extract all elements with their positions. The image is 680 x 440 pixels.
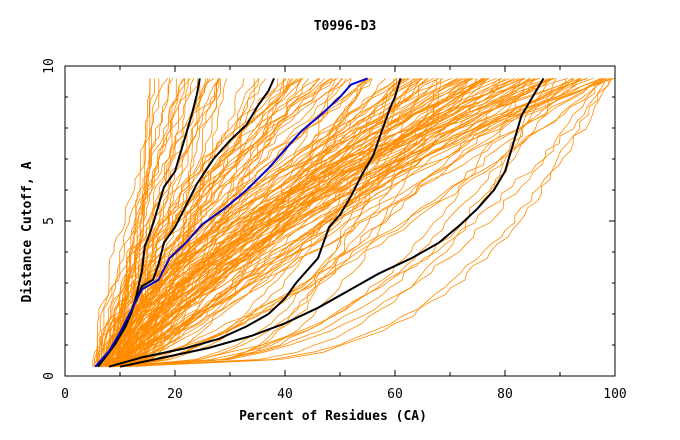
background-model-curve (118, 78, 611, 367)
background-model-curve (124, 78, 470, 368)
background-model-curve (117, 78, 514, 367)
background-model-curve (104, 78, 191, 367)
background-model-curve (107, 78, 530, 368)
background-model-curve (125, 78, 458, 367)
y-axis-label: Distance Cutoff, A (20, 161, 35, 302)
background-model-curve (106, 78, 409, 367)
highlighted-model-curves (94, 77, 545, 368)
background-model-curve (117, 78, 486, 368)
y-tick-label: 5 (42, 217, 57, 225)
background-model-curve (113, 78, 477, 368)
background-model-curve (121, 78, 587, 367)
background-model-curve (136, 78, 502, 368)
background-model-curve (107, 78, 397, 367)
background-model-curve (116, 78, 607, 368)
background-model-curve (112, 78, 438, 368)
background-model-curves (92, 78, 615, 368)
background-model-curve (122, 78, 557, 368)
background-model-curve (105, 78, 267, 367)
black-highlight-curve (108, 78, 402, 368)
background-model-curve (121, 78, 523, 368)
background-model-curve (97, 78, 319, 367)
background-model-curve (122, 78, 303, 367)
background-model-curve (135, 78, 468, 367)
background-model-curve (104, 78, 551, 367)
background-model-curve (121, 78, 578, 368)
background-model-curve (108, 78, 220, 367)
y-tick-label: 0 (42, 372, 57, 380)
y-axis-ticks: 0 5 10 (42, 58, 615, 380)
background-model-curve (117, 78, 291, 367)
background-model-curve (111, 78, 547, 368)
background-model-curve (122, 78, 531, 368)
background-model-curve (130, 78, 511, 367)
background-model-curve (111, 78, 439, 367)
background-model-curve (112, 78, 198, 367)
background-model-curve (114, 78, 395, 368)
background-model-curve (96, 78, 228, 368)
background-model-curve (105, 78, 581, 367)
background-model-curve (117, 78, 503, 367)
x-tick-label: 0 (61, 387, 69, 402)
background-model-curve (127, 78, 536, 368)
background-model-curve (115, 78, 429, 367)
background-model-curve (122, 78, 289, 367)
x-axis-label: Percent of Residues (CA) (239, 409, 427, 424)
background-model-curve (110, 78, 418, 367)
background-model-curve (103, 78, 331, 367)
y-tick-label: 10 (42, 58, 57, 74)
black-highlight-curve (119, 77, 545, 368)
x-axis-ticks: 0 20 40 60 80 100 (61, 66, 627, 402)
background-model-curve (106, 78, 304, 367)
background-model-curve (105, 78, 600, 368)
background-model-curve (120, 78, 427, 368)
background-model-curve (97, 78, 169, 367)
x-tick-label: 20 (167, 387, 183, 402)
background-model-curve (119, 78, 170, 367)
x-tick-label: 80 (497, 387, 513, 402)
background-model-curve (117, 78, 215, 367)
x-tick-label: 100 (603, 387, 626, 402)
background-model-curve (106, 78, 186, 367)
background-model-curve (110, 78, 244, 367)
background-model-curve (119, 78, 611, 368)
background-model-curve (139, 78, 555, 367)
background-model-curve (118, 78, 174, 367)
chart-title: T0996-D3 (314, 19, 377, 34)
background-model-curve (105, 78, 189, 367)
x-tick-label: 40 (277, 387, 293, 402)
background-model-curve (125, 78, 613, 368)
background-model-curve (136, 78, 530, 367)
x-tick-label: 60 (387, 387, 403, 402)
blue-highlight-curve (94, 77, 368, 368)
